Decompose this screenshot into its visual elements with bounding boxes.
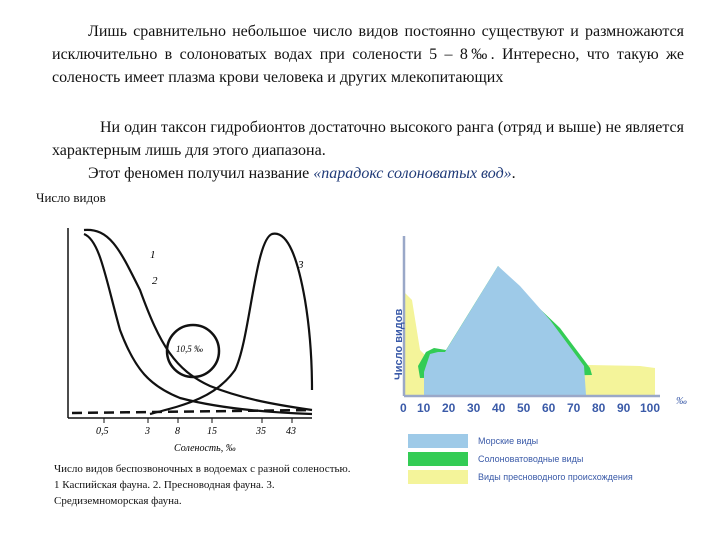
curve-label-3: 3 bbox=[297, 259, 304, 271]
rtick-80: 80 bbox=[592, 401, 606, 415]
rtick-50: 50 bbox=[517, 401, 531, 415]
rtick-90: 90 bbox=[617, 401, 631, 415]
rtick-40: 40 bbox=[492, 401, 506, 415]
legend-label-fresh: Виды пресноводного происхождения bbox=[478, 472, 633, 482]
paragraph-taxon: Ни один таксон гидробионтов достаточно в… bbox=[52, 119, 684, 159]
curve-1-caspian bbox=[83, 228, 313, 412]
legend-label-brackish: Солоноватоводные виды bbox=[478, 454, 583, 464]
paragraph-brackish-species: Лишь сравнительно небольшое число видов … bbox=[52, 23, 684, 86]
legend-label-marine: Морские виды bbox=[478, 436, 538, 446]
rtick-20: 20 bbox=[442, 401, 456, 415]
paradox-suffix: . bbox=[511, 165, 516, 182]
rtick-70: 70 bbox=[567, 401, 581, 415]
legend-swatch-brackish bbox=[408, 452, 468, 466]
rtick-30: 30 bbox=[467, 401, 481, 415]
left-chart-xlabel: Соленость, ‰ bbox=[174, 443, 236, 454]
tick-43: 43 bbox=[286, 426, 296, 437]
right-chart-unit: ‰ bbox=[676, 395, 687, 407]
salinity-circle bbox=[165, 323, 221, 379]
curve-label-2: 2 bbox=[152, 275, 158, 287]
paradox-term: «парадокс солоноватых вод» bbox=[313, 165, 512, 182]
area-marine bbox=[424, 266, 586, 395]
tick-0-5: 0,5 bbox=[96, 426, 109, 437]
tick-35: 35 bbox=[255, 426, 266, 437]
rtick-100: 100 bbox=[640, 401, 660, 415]
paradox-prefix: Этот феномен получил название bbox=[88, 165, 314, 182]
tick-15: 15 bbox=[207, 426, 217, 437]
right-chart-ylabel: Число видов bbox=[393, 309, 405, 380]
legend-swatch-marine bbox=[408, 434, 468, 448]
left-chart-caption: Число видов беспозвоночных в водоемах с … bbox=[54, 463, 351, 507]
tick-3: 3 bbox=[144, 426, 150, 437]
tick-8: 8 bbox=[175, 426, 180, 437]
curve-3-mediterranean bbox=[149, 232, 314, 416]
curve-label-1: 1 bbox=[150, 249, 156, 261]
paragraph-paradox: Этот феномен получил название «парадокс … bbox=[88, 162, 688, 185]
left-chart-ylabel: Число видов bbox=[36, 190, 106, 205]
legend-swatch-fresh bbox=[408, 470, 468, 484]
circle-label: 10,5 ‰ bbox=[176, 344, 203, 354]
left-chart-dashed-line bbox=[71, 408, 313, 415]
rtick-0: 0 bbox=[400, 401, 407, 415]
curve-2-freshwater bbox=[83, 232, 313, 416]
rtick-60: 60 bbox=[542, 401, 556, 415]
rtick-10: 10 bbox=[417, 401, 431, 415]
